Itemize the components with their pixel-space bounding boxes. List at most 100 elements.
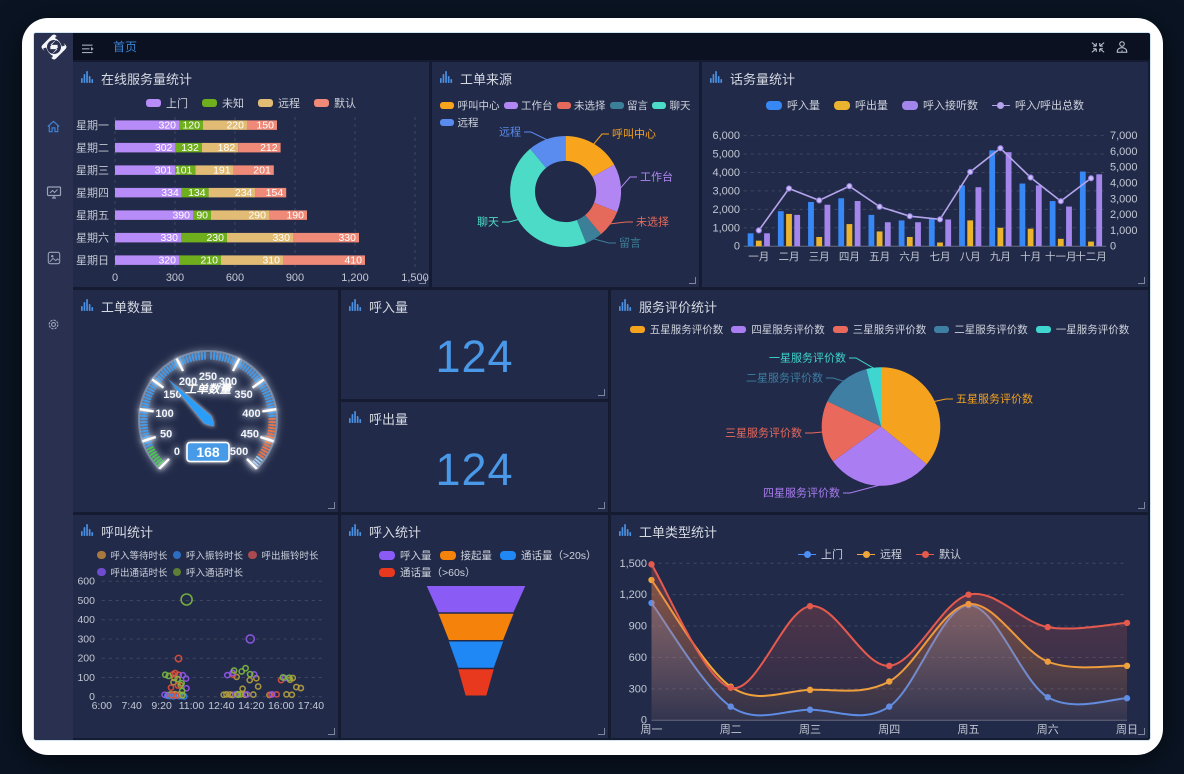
legend-item[interactable]: 远程: [440, 115, 479, 130]
legend-item[interactable]: 呼入振铃时长: [172, 548, 244, 562]
panel-header: 呼入量: [349, 297, 408, 316]
bar-chart-icon: [81, 523, 94, 541]
dashboard-app: 首页: [33, 32, 1151, 741]
hamburger-icon: [82, 44, 94, 54]
svg-text:302: 302: [155, 142, 173, 154]
legend-item[interactable]: 呼入/呼出总数: [991, 97, 1084, 113]
legend-item[interactable]: 未知: [202, 95, 244, 111]
app-logo[interactable]: [40, 34, 67, 60]
resize-handle-icon[interactable]: [1138, 728, 1145, 735]
svg-text:182: 182: [218, 142, 236, 154]
svg-text:12:40: 12:40: [208, 700, 234, 712]
user-menu-button[interactable]: [1115, 40, 1129, 54]
resize-handle-icon[interactable]: [1138, 277, 1145, 284]
legend-item[interactable]: 五星服务评价数: [629, 322, 723, 337]
legend-item[interactable]: 呼入通话时长: [172, 565, 243, 579]
legend-item[interactable]: 一星服务评价数: [1035, 322, 1129, 337]
svg-text:八月: 八月: [960, 251, 981, 263]
svg-text:0: 0: [1110, 241, 1116, 253]
legend-label: 二星服务评价数: [954, 324, 1028, 336]
panel-order-count: 工单数量 0 50 100 150 200 250 300 350 400 450 500 工单数量 1…: [73, 290, 338, 512]
legend-item[interactable]: 呼叫中心: [440, 98, 500, 113]
svg-text:3,000: 3,000: [712, 185, 740, 197]
resize-handle-icon[interactable]: [598, 389, 605, 396]
resize-handle-icon[interactable]: [328, 502, 335, 509]
svg-text:6,000: 6,000: [1110, 146, 1138, 158]
legend-item[interactable]: 通话量（>60s）: [379, 565, 476, 580]
legend-item[interactable]: 留言: [609, 98, 648, 113]
traffic-chart: 0 1,000 2,000 3,000 4,000 5,000 6,000 0 1,000 2,0…: [702, 62, 1148, 287]
legend-item[interactable]: 四星服务评价数: [731, 322, 825, 337]
sidebar-item-monitor[interactable]: [46, 184, 62, 200]
legend-item[interactable]: 呼出振铃时长: [248, 548, 319, 562]
legend-item[interactable]: 接起量: [439, 548, 492, 563]
svg-text:234: 234: [235, 187, 253, 199]
legend-swatch: [629, 325, 645, 334]
legend-item[interactable]: 通话量（>20s）: [500, 548, 597, 563]
panel-header: 呼出量: [349, 409, 408, 428]
legend-item[interactable]: 呼入量: [765, 97, 820, 113]
svg-text:工单数量: 工单数量: [185, 383, 232, 396]
legend-item[interactable]: 远程: [258, 95, 300, 111]
legend-label: 聊天: [669, 100, 691, 112]
legend-label: 呼入振铃时长: [186, 551, 244, 562]
svg-text:150: 150: [256, 120, 274, 132]
svg-text:周一: 周一: [641, 723, 663, 736]
svg-text:十月: 十月: [1020, 250, 1041, 263]
resize-handle-icon[interactable]: [328, 728, 335, 735]
legend-item[interactable]: 默认: [916, 546, 961, 562]
legend-item[interactable]: 呼出量: [833, 97, 888, 113]
sidebar-toggle-button[interactable]: [82, 41, 95, 54]
svg-text:0: 0: [174, 446, 180, 458]
legend-swatch: [439, 551, 456, 560]
resize-handle-icon[interactable]: [598, 502, 605, 509]
legend-swatch: [248, 550, 257, 560]
order-type-svg: 0 300 600 900 1,200 1,500 周一 周二 周三 周四 周五 周六 周日: [619, 558, 1138, 736]
svg-text:100: 100: [155, 408, 173, 420]
exit-fullscreen-button[interactable]: [1091, 40, 1105, 54]
legend-swatch: [765, 100, 782, 110]
tab-home[interactable]: 首页: [113, 40, 138, 54]
legend-item[interactable]: 远程: [857, 546, 902, 562]
sidebar-item-home[interactable]: [46, 118, 62, 134]
inbound-count-value: 124: [435, 331, 514, 382]
sidebar-item-gallery[interactable]: [46, 250, 62, 266]
panel-outbound-count: 呼出量 124: [341, 402, 608, 512]
legend-item[interactable]: 二星服务评价数: [934, 322, 1028, 337]
panel-title: 话务量统计: [730, 72, 796, 87]
legend-item[interactable]: 默认: [314, 95, 356, 111]
bar-chart-icon: [349, 523, 362, 541]
legend-item[interactable]: 上门: [798, 546, 843, 562]
svg-text:410: 410: [344, 255, 362, 267]
legend-swatch: [916, 550, 934, 558]
svg-text:5,000: 5,000: [712, 149, 740, 161]
legend-item[interactable]: 工作台: [503, 98, 553, 113]
panel-inbound-count: 呼入量 124: [341, 290, 608, 399]
resize-handle-icon[interactable]: [689, 277, 696, 284]
svg-text:十一月: 十一月: [1045, 250, 1077, 263]
legend-label: 呼叫中心: [457, 100, 500, 112]
legend-item[interactable]: 呼入量: [379, 548, 432, 563]
svg-text:2,000: 2,000: [1110, 209, 1138, 221]
legend-item[interactable]: 呼出通话时长: [97, 565, 168, 579]
legend-swatch: [798, 550, 816, 558]
svg-text:0: 0: [641, 715, 647, 727]
legend-swatch: [146, 99, 161, 107]
sidebar-item-settings[interactable]: [46, 316, 62, 332]
legend-swatch: [901, 100, 918, 110]
panel-header: 工单来源: [440, 69, 512, 88]
legend-item[interactable]: 呼入等待时长: [97, 548, 168, 562]
svg-text:0: 0: [89, 691, 95, 703]
legend-swatch: [500, 551, 516, 560]
panel-title: 呼叫统计: [101, 525, 154, 540]
legend-item[interactable]: 上门: [146, 95, 188, 111]
legend-item[interactable]: 未选择: [556, 98, 606, 113]
svg-text:330: 330: [338, 232, 356, 244]
resize-handle-icon[interactable]: [419, 277, 426, 284]
legend-item[interactable]: 呼入接听数: [901, 97, 978, 113]
resize-handle-icon[interactable]: [1138, 502, 1145, 509]
legend-item[interactable]: 聊天: [652, 98, 691, 113]
resize-handle-icon[interactable]: [598, 728, 605, 735]
legend-item[interactable]: 三星服务评价数: [832, 322, 926, 337]
